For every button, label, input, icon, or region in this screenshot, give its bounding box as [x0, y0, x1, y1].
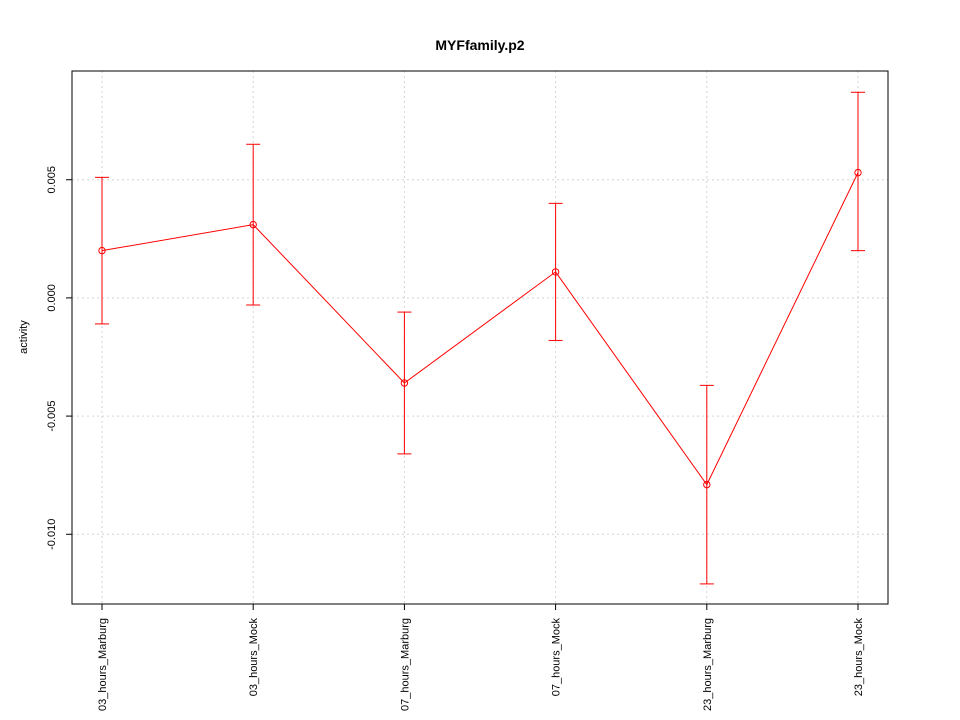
- x-tick-label: 03_hours_Mock: [248, 618, 260, 697]
- data-point: [854, 168, 862, 177]
- x-tick-label: 07_hours_Mock: [551, 618, 563, 697]
- data-point: [249, 220, 257, 229]
- grid-layer: [72, 71, 888, 604]
- error-bars: [95, 91, 865, 585]
- x-tick-label: 23_hours_Mock: [853, 618, 865, 697]
- series-layer: [98, 168, 862, 489]
- plot-frame: [71, 70, 889, 605]
- y-tick-label: 0.005: [46, 166, 58, 194]
- y-tick-label: 0.000: [46, 284, 58, 312]
- data-point: [400, 379, 409, 387]
- data-point: [703, 480, 711, 489]
- x-tick-label: 07_hours_Marburg: [399, 618, 411, 711]
- y-axis-label: activity: [18, 320, 30, 354]
- x-tick-label: 03_hours_Marburg: [97, 618, 109, 711]
- data-point: [551, 268, 560, 276]
- y-tick-label: -0.005: [46, 400, 58, 431]
- x-tick-label: 23_hours_Marburg: [702, 618, 714, 711]
- y-tick-label: -0.010: [46, 519, 58, 550]
- data-point: [98, 246, 106, 255]
- series-line: [101, 172, 859, 486]
- chart-title: MYFfamily.p2: [435, 37, 524, 53]
- axes-layer: -0.010 -0.005 0.000 0.005 03_hours_Marburg 03…: [46, 166, 865, 711]
